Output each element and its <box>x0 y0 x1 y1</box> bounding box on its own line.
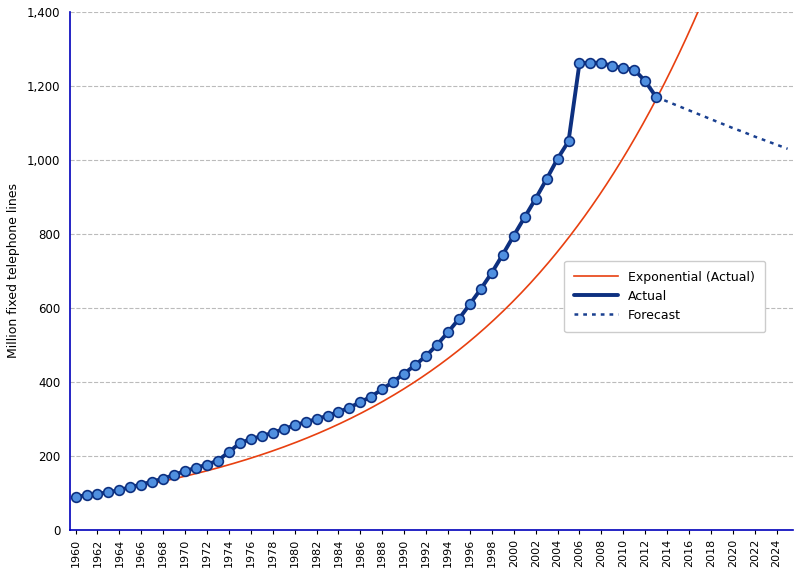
Legend: Exponential (Actual), Actual, Forecast: Exponential (Actual), Actual, Forecast <box>565 261 765 332</box>
Exponential (Actual) <box>158 478 167 484</box>
Actual <box>389 378 398 385</box>
Exponential (Actual) <box>306 433 316 440</box>
Forecast <box>739 129 749 135</box>
Forecast <box>728 125 738 131</box>
Actual <box>290 422 299 429</box>
Exponential (Actual) <box>596 189 606 196</box>
Y-axis label: Million fixed telephone lines: Million fixed telephone lines <box>7 183 20 358</box>
Forecast <box>772 141 782 148</box>
Forecast <box>717 120 726 127</box>
Exponential (Actual) <box>526 280 535 286</box>
Actual <box>465 301 474 308</box>
Actual <box>651 94 661 100</box>
Actual <box>170 471 179 478</box>
Actual <box>70 493 80 500</box>
Forecast <box>674 102 683 109</box>
Forecast <box>750 133 759 140</box>
Forecast <box>684 107 694 114</box>
Actual <box>410 362 420 369</box>
Line: Exponential (Actual): Exponential (Actual) <box>75 0 798 497</box>
Exponential (Actual) <box>357 409 366 416</box>
Forecast <box>706 116 716 123</box>
Forecast <box>761 137 770 144</box>
Forecast <box>782 145 792 152</box>
Actual <box>422 352 431 359</box>
Exponential (Actual) <box>70 493 80 500</box>
Forecast <box>695 111 705 118</box>
Line: Actual: Actual <box>75 63 656 497</box>
Actual <box>586 59 595 66</box>
Forecast <box>651 94 661 100</box>
Forecast <box>662 98 672 105</box>
Line: Forecast: Forecast <box>656 97 787 149</box>
Exponential (Actual) <box>593 195 602 201</box>
